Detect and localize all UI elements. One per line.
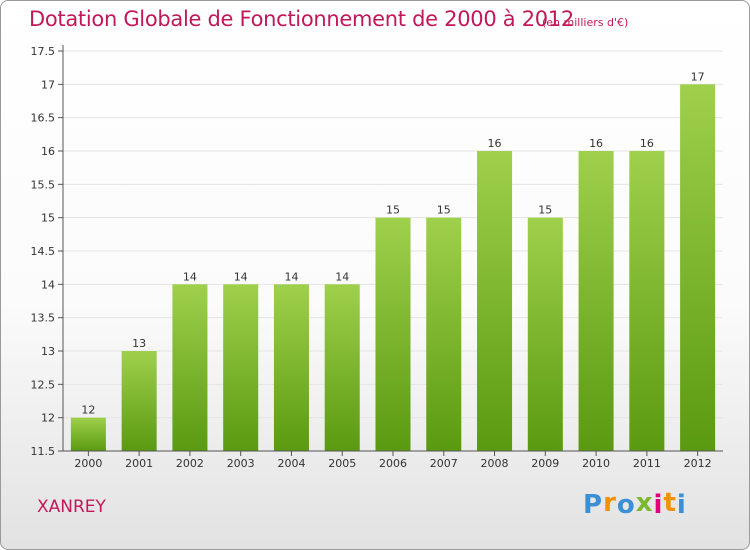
bar-value-label: 15 xyxy=(538,204,552,217)
x-tick-label: 2012 xyxy=(684,457,712,470)
x-tick-label: 2010 xyxy=(582,457,610,470)
x-tick-label: 2002 xyxy=(176,457,204,470)
logo-letter: P xyxy=(583,490,604,520)
y-tick-label: 13.5 xyxy=(31,312,56,325)
x-tick-label: 2006 xyxy=(379,457,407,470)
logo-letter: t xyxy=(663,488,677,518)
logo-letter: i xyxy=(653,490,664,520)
x-tick-label: 2009 xyxy=(531,457,559,470)
bar-2004 xyxy=(273,284,309,451)
y-tick-label: 15 xyxy=(41,212,55,225)
x-tick-label: 2007 xyxy=(430,457,458,470)
proxiti-logo[interactable]: Proxiti xyxy=(583,488,687,520)
y-tick-label: 12 xyxy=(41,412,55,425)
bars: 12 13 14 14 14 14 15 15 16 15 16 16 17 xyxy=(70,70,716,451)
y-tick-label: 14 xyxy=(41,278,55,291)
bar-2003 xyxy=(223,284,259,451)
bar-2012 xyxy=(680,84,716,451)
x-tick-label: 2000 xyxy=(74,457,102,470)
x-tick-label: 2011 xyxy=(633,457,661,470)
logo-letter: i xyxy=(676,490,687,520)
bar-value-label: 14 xyxy=(335,270,349,283)
bar-2010 xyxy=(578,151,614,451)
bar-value-label: 12 xyxy=(81,404,95,417)
bar-value-label: 14 xyxy=(183,270,197,283)
bar-value-label: 16 xyxy=(589,137,603,150)
bar-2001 xyxy=(121,351,157,451)
logo-letter: o xyxy=(616,490,636,520)
y-tick-label: 11.5 xyxy=(31,445,56,458)
y-tick-label: 17 xyxy=(41,78,55,91)
bar-2007 xyxy=(426,217,462,451)
bar-2002 xyxy=(172,284,208,451)
x-tick-label: 2008 xyxy=(481,457,509,470)
y-tick-label: 15.5 xyxy=(31,178,56,191)
bar-2008 xyxy=(477,151,513,451)
bar-value-label: 13 xyxy=(132,337,146,350)
bar-value-label: 17 xyxy=(691,70,705,83)
bar-value-label: 16 xyxy=(640,137,654,150)
logo-letter: x xyxy=(635,488,654,518)
x-tick-label: 2003 xyxy=(227,457,255,470)
bar-2006 xyxy=(375,217,411,451)
y-tick-label: 16.5 xyxy=(31,112,56,125)
chart-unit-label: (en milliers d'€) xyxy=(542,16,629,29)
bar-value-label: 14 xyxy=(284,270,298,283)
y-tick-label: 17.5 xyxy=(31,45,56,58)
chart-title: Dotation Globale de Fonctionnement de 20… xyxy=(29,7,574,31)
bar-value-label: 16 xyxy=(488,137,502,150)
y-tick-label: 14.5 xyxy=(31,245,56,258)
bar-value-label: 15 xyxy=(386,204,400,217)
bar-2005 xyxy=(324,284,360,451)
bar-value-label: 15 xyxy=(437,204,451,217)
logo-letter: r xyxy=(603,488,617,518)
x-tick-label: 2005 xyxy=(328,457,356,470)
x-tick-label: 2001 xyxy=(125,457,153,470)
y-tick-label: 16 xyxy=(41,145,55,158)
y-tick-label: 12.5 xyxy=(31,378,56,391)
bar-2000 xyxy=(70,417,106,451)
bar-2009 xyxy=(527,217,563,451)
bar-value-label: 14 xyxy=(234,270,248,283)
x-tick-label: 2004 xyxy=(277,457,305,470)
commune-name: XANREY xyxy=(37,497,106,517)
axes: 11.5 12 12.5 13 13.5 14 14.5 15 15.5 16 16.5 17 17.5… xyxy=(31,45,723,470)
y-tick-label: 13 xyxy=(41,345,55,358)
bar-2011 xyxy=(629,151,665,451)
